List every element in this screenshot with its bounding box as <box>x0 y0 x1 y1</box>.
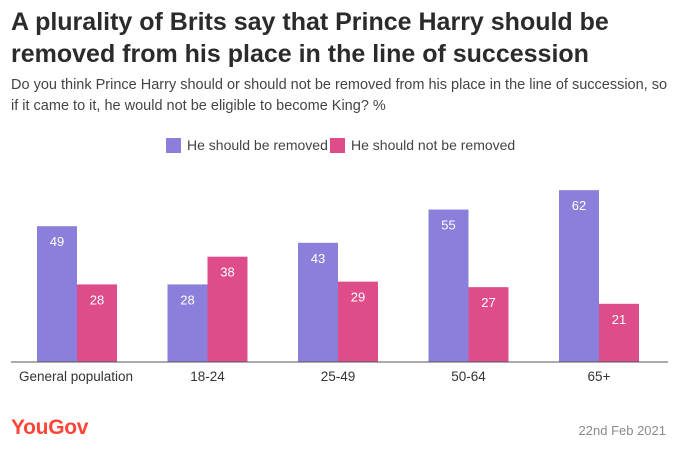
legend-item-not-removed: He should not be removed <box>330 137 515 153</box>
legend-item-removed: He should be removed <box>166 137 328 153</box>
x-tick-labels: General population 18-24 25-49 50-64 65+ <box>19 369 611 384</box>
legend-label-not-removed: He should not be removed <box>351 137 516 153</box>
bar-18-24-not-removed <box>207 256 248 362</box>
bar-65-not-removed <box>599 303 639 362</box>
data-label-25-49-not-removed: 29 <box>351 290 365 305</box>
publish-date: 22nd Feb 2021 <box>578 423 666 438</box>
legend: He should be removed He should not be re… <box>0 137 680 157</box>
bar-chart: 49 28 28 38 43 29 55 27 62 21 General population 1… <box>11 190 668 384</box>
chart-subtitle: Do you think Prince Harry should or shou… <box>11 77 668 114</box>
data-label-general-population-removed: 49 <box>50 234 64 249</box>
data-label-25-49-removed: 43 <box>311 251 325 266</box>
data-label-general-population-not-removed: 28 <box>90 292 104 307</box>
x-tick-label-50-64: 50-64 <box>451 369 486 384</box>
data-label-18-24-not-removed: 38 <box>220 265 234 280</box>
legend-swatch-removed <box>166 137 181 153</box>
legend-swatch-not-removed <box>330 137 345 153</box>
legend-label-removed: He should be removed <box>187 137 328 153</box>
x-tick-label-65: 65+ <box>588 369 611 384</box>
bar-65-removed <box>559 190 599 362</box>
bar-50-64-removed <box>428 209 469 362</box>
bar-50-64-not-removed <box>468 287 509 362</box>
x-tick-label-25-49: 25-49 <box>321 369 356 384</box>
data-label-65-removed: 62 <box>572 198 586 213</box>
data-label-50-64-removed: 55 <box>441 218 455 233</box>
data-label-65-not-removed: 21 <box>612 312 626 327</box>
bar-25-49-not-removed <box>338 281 378 362</box>
x-tick-label-general-population: General population <box>19 369 133 384</box>
bars-group: 49 28 28 38 43 29 55 27 62 21 <box>37 190 639 362</box>
chart-title: A plurality of Brits say that Prince Har… <box>11 8 609 68</box>
bar-25-49-removed <box>298 242 338 362</box>
bar-general-population-not-removed <box>77 284 117 362</box>
x-tick-label-18-24: 18-24 <box>190 369 225 384</box>
data-label-18-24-removed: 28 <box>180 292 194 307</box>
data-label-50-64-not-removed: 27 <box>481 295 495 310</box>
bar-general-population-removed <box>37 226 77 362</box>
bar-18-24-removed <box>167 284 208 362</box>
yougov-logo: YouGov <box>11 416 89 439</box>
